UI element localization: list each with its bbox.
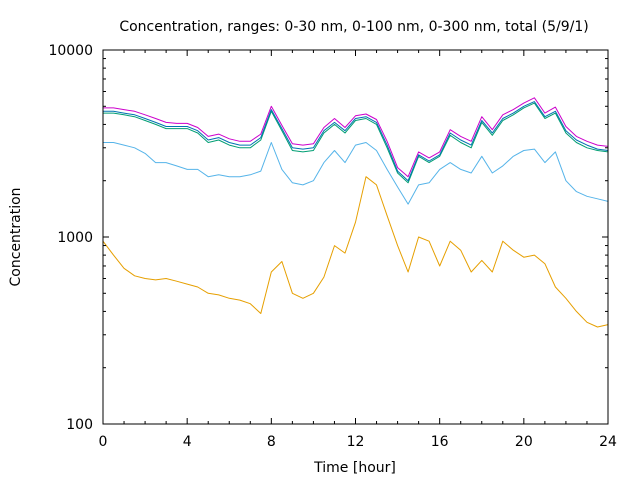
series-line-4 xyxy=(103,101,609,182)
y-axis: 100 1000 10000 xyxy=(48,43,608,433)
series-line-2 xyxy=(103,142,609,205)
x-tick-label: 8 xyxy=(267,434,276,450)
x-axis: 0 4 8 12 16 20 24 xyxy=(99,50,617,450)
series-line-1 xyxy=(102,176,609,328)
y-tick-label: 10000 xyxy=(48,43,93,59)
series-line-3 xyxy=(103,102,609,184)
y-tick-label: 1000 xyxy=(57,230,93,246)
chart-title: Concentration, ranges: 0-30 nm, 0-100 nm… xyxy=(119,19,588,35)
x-tick-label: 0 xyxy=(99,434,108,450)
x-tick-label: 24 xyxy=(599,434,617,450)
x-axis-label: Time [hour] xyxy=(313,460,396,476)
x-tick-label: 12 xyxy=(347,434,365,450)
x-tick-label: 4 xyxy=(183,434,192,450)
x-tick-label: 20 xyxy=(515,434,533,450)
series-line-5 xyxy=(103,97,609,178)
y-axis-label: Concentration xyxy=(8,187,24,286)
y-tick-label: 100 xyxy=(66,417,93,433)
x-tick-label: 16 xyxy=(431,434,449,450)
series-layer xyxy=(102,97,609,328)
